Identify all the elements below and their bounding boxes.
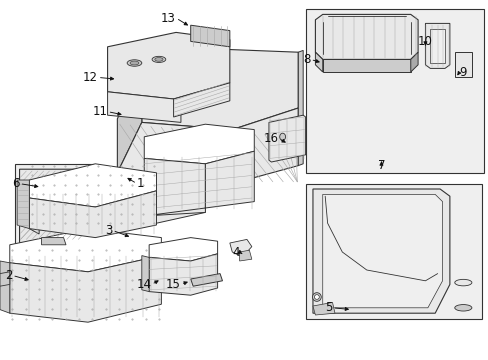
Bar	[15, 164, 95, 252]
Polygon shape	[312, 302, 334, 315]
Text: 8: 8	[303, 53, 310, 66]
Polygon shape	[29, 164, 156, 207]
Polygon shape	[410, 52, 417, 72]
Text: 13: 13	[161, 12, 176, 24]
Polygon shape	[142, 256, 149, 292]
Polygon shape	[268, 115, 305, 162]
Polygon shape	[117, 67, 142, 173]
Polygon shape	[454, 52, 471, 77]
Polygon shape	[190, 25, 229, 47]
Polygon shape	[315, 52, 322, 72]
Polygon shape	[142, 49, 298, 130]
Text: 1: 1	[137, 177, 144, 190]
Polygon shape	[144, 124, 254, 164]
Polygon shape	[0, 272, 10, 286]
Text: 11: 11	[92, 105, 107, 118]
Ellipse shape	[312, 293, 321, 301]
Text: 5: 5	[325, 301, 332, 314]
Polygon shape	[173, 83, 229, 117]
Polygon shape	[41, 238, 66, 245]
Text: 16: 16	[263, 132, 278, 145]
Text: 2: 2	[5, 269, 12, 282]
Ellipse shape	[454, 279, 471, 286]
Text: 4: 4	[232, 246, 239, 258]
Text: 10: 10	[417, 35, 432, 48]
Bar	[305, 9, 483, 173]
Polygon shape	[17, 180, 29, 229]
Polygon shape	[29, 198, 39, 234]
Ellipse shape	[314, 294, 319, 300]
Ellipse shape	[130, 61, 139, 65]
Ellipse shape	[279, 133, 285, 140]
Polygon shape	[425, 23, 449, 68]
Polygon shape	[107, 32, 229, 99]
Polygon shape	[10, 229, 161, 272]
Text: 15: 15	[166, 278, 181, 291]
Polygon shape	[0, 261, 10, 313]
Polygon shape	[144, 151, 254, 216]
Ellipse shape	[127, 60, 142, 66]
Text: 9: 9	[459, 66, 466, 78]
Text: 6: 6	[12, 177, 20, 190]
Polygon shape	[315, 14, 417, 59]
Text: 14: 14	[136, 278, 151, 291]
Ellipse shape	[155, 58, 163, 61]
Bar	[305, 184, 481, 319]
Polygon shape	[229, 239, 251, 256]
Ellipse shape	[454, 305, 471, 311]
Text: 12: 12	[82, 71, 98, 84]
Polygon shape	[20, 169, 90, 243]
Polygon shape	[322, 194, 442, 308]
Polygon shape	[429, 29, 444, 63]
Polygon shape	[312, 189, 449, 313]
Polygon shape	[117, 108, 298, 184]
Text: 3: 3	[105, 224, 112, 237]
Ellipse shape	[152, 57, 165, 63]
Polygon shape	[190, 274, 222, 286]
Polygon shape	[144, 158, 205, 223]
Polygon shape	[298, 50, 303, 166]
Polygon shape	[10, 256, 161, 322]
Polygon shape	[149, 238, 217, 261]
Text: 7: 7	[377, 159, 385, 172]
Polygon shape	[107, 92, 181, 122]
Polygon shape	[29, 191, 156, 238]
Polygon shape	[239, 250, 251, 261]
Polygon shape	[149, 254, 217, 295]
Polygon shape	[322, 59, 410, 72]
